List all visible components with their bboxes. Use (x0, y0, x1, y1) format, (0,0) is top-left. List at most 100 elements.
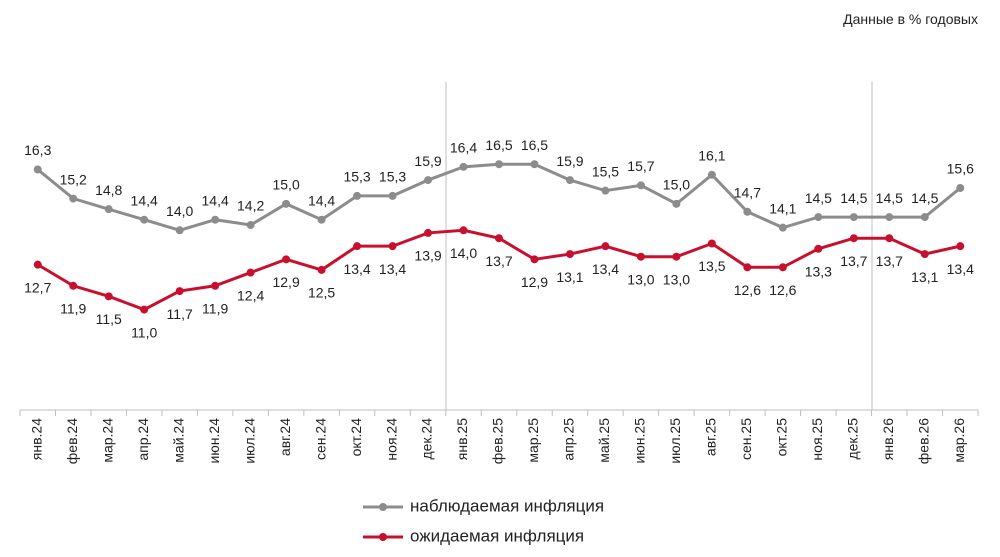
data-label: 16,1 (698, 147, 725, 163)
x-tick-label: авг.25 (703, 418, 719, 456)
data-label: 11,9 (60, 300, 86, 316)
chart-subtitle: Данные в % годовых (843, 11, 978, 27)
x-tick-label: янв.25 (454, 418, 470, 460)
point (33, 165, 42, 174)
x-tick-label: дек.25 (845, 418, 861, 460)
point (246, 221, 255, 229)
point (459, 226, 468, 235)
data-label: 16,5 (485, 137, 512, 153)
point (885, 234, 894, 243)
point (140, 305, 149, 314)
x-tick-label: июн.24 (206, 418, 222, 464)
data-label: 12,9 (272, 274, 299, 290)
data-label: 13,7 (876, 253, 903, 269)
data-label: 13,4 (947, 261, 974, 277)
point (565, 250, 574, 259)
data-label: 13,3 (805, 263, 832, 279)
data-label: 13,7 (840, 253, 867, 269)
data-label: 14,5 (876, 190, 903, 206)
data-label: 14,0 (166, 203, 193, 219)
x-tick-label: ноя.25 (809, 418, 825, 461)
x-tick-label: окт.24 (348, 418, 364, 457)
point (317, 265, 326, 274)
data-label: 15,5 (592, 163, 619, 179)
x-tick-label: апр.25 (561, 418, 577, 461)
x-tick-label: мар.25 (525, 418, 541, 463)
point (175, 226, 184, 235)
point (672, 199, 681, 208)
legend-label: ожидаемая инфляция (410, 526, 584, 545)
data-label: 13,5 (698, 258, 725, 274)
data-label: 13,1 (556, 269, 583, 285)
point (636, 181, 645, 190)
point (707, 239, 716, 248)
point (601, 242, 610, 251)
data-label: 12,7 (24, 279, 51, 295)
x-tick-label: ноя.24 (383, 418, 399, 461)
point (743, 263, 752, 272)
point (814, 244, 823, 253)
data-label: 14,1 (769, 200, 796, 216)
point (672, 252, 681, 261)
x-tick-label: окт.25 (774, 418, 790, 457)
point (707, 170, 716, 179)
data-label: 16,3 (24, 142, 51, 158)
x-tick-label: май.24 (170, 418, 186, 463)
point (353, 242, 362, 251)
point (424, 176, 433, 185)
data-label: 14,4 (202, 192, 229, 208)
data-label: 13,0 (663, 271, 690, 287)
x-tick-label: янв.26 (880, 418, 896, 460)
data-label: 12,6 (769, 282, 796, 298)
data-label: 13,4 (592, 261, 619, 277)
data-label: 12,4 (237, 287, 264, 303)
data-label: 15,7 (627, 158, 654, 174)
x-tick-label: сен.24 (312, 418, 328, 460)
point (459, 162, 468, 171)
point (778, 223, 787, 232)
point (778, 263, 787, 272)
point (104, 205, 113, 214)
legend-label: наблюдаемая инфляция (410, 496, 604, 515)
point (743, 207, 752, 216)
data-label: 15,3 (379, 169, 406, 185)
data-label: 14,4 (308, 192, 335, 208)
point (246, 268, 255, 277)
data-label: 13,7 (485, 253, 512, 269)
data-label: 14,8 (95, 182, 122, 198)
data-label: 16,5 (521, 137, 548, 153)
point (885, 213, 894, 222)
data-label: 11,7 (167, 306, 193, 322)
data-label: 13,0 (627, 271, 654, 287)
data-label: 14,5 (805, 190, 832, 206)
data-label: 15,0 (272, 177, 299, 193)
x-tick-label: май.25 (596, 418, 612, 463)
point (814, 213, 823, 222)
data-label: 11,0 (131, 324, 157, 340)
x-tick-label: июл.24 (241, 418, 257, 464)
x-tick-label: фев.26 (915, 418, 931, 464)
point (282, 199, 291, 208)
point (211, 215, 220, 224)
data-label: 14,5 (911, 190, 938, 206)
data-label: 14,5 (840, 190, 867, 206)
point (920, 250, 929, 259)
data-label: 14,7 (734, 184, 761, 200)
x-tick-label: июл.25 (667, 418, 683, 464)
data-label: 14,0 (450, 245, 477, 261)
x-tick-label: сен.25 (738, 418, 754, 460)
data-label: 12,6 (734, 282, 761, 298)
point (69, 194, 78, 203)
x-tick-label: апр.24 (135, 418, 151, 461)
x-tick-label: авг.24 (277, 418, 293, 456)
data-label: 13,4 (343, 261, 370, 277)
data-label: 14,2 (237, 198, 264, 214)
point (69, 281, 78, 290)
point (317, 215, 326, 224)
data-label: 15,9 (556, 153, 583, 169)
data-label: 16,4 (450, 140, 477, 156)
point (956, 184, 965, 192)
point (282, 255, 291, 264)
point (211, 281, 220, 290)
